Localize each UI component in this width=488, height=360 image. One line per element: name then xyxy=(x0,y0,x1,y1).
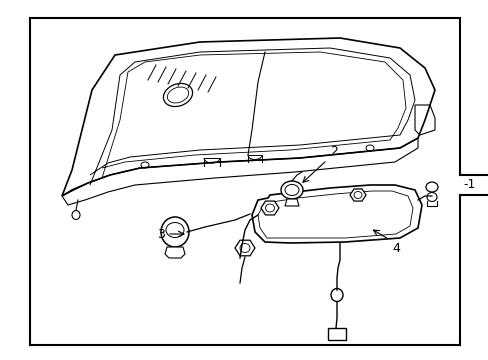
Ellipse shape xyxy=(281,181,303,199)
Text: -1: -1 xyxy=(462,179,474,192)
Polygon shape xyxy=(261,201,279,215)
Text: 3: 3 xyxy=(157,228,164,240)
Polygon shape xyxy=(235,240,254,256)
Text: 4: 4 xyxy=(391,242,399,255)
Text: 2: 2 xyxy=(329,145,337,158)
Ellipse shape xyxy=(161,217,189,247)
Polygon shape xyxy=(349,189,365,201)
Polygon shape xyxy=(285,199,298,206)
Polygon shape xyxy=(164,247,184,258)
